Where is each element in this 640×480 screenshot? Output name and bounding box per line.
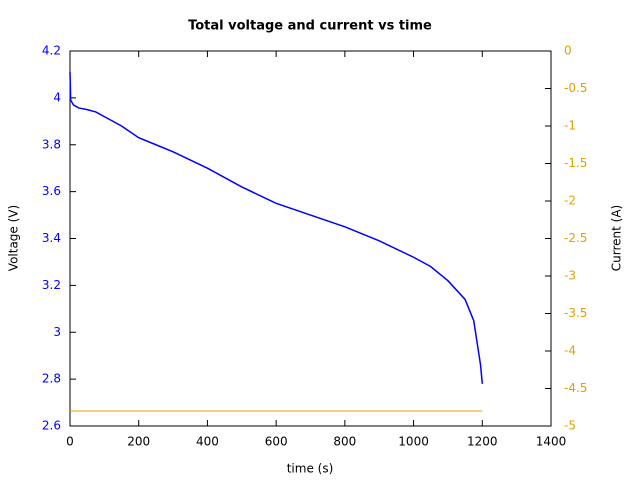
y2-tick-label: -3.5	[564, 306, 587, 320]
y2-tick-label: -4.5	[564, 381, 587, 395]
y2-axis-label: Current (A)	[610, 205, 624, 271]
x-axis-label: time (s)	[287, 462, 334, 476]
x-tick-label: 800	[333, 435, 356, 449]
chart-title: Total voltage and current vs time	[188, 19, 432, 34]
x-tick-label: 1200	[467, 435, 498, 449]
plot-frame	[69, 50, 552, 427]
y-tick-label: 3.8	[42, 137, 61, 151]
x-tick-label: 200	[127, 435, 150, 449]
y2-tick-label: 0	[564, 44, 572, 58]
y2-tick-label: -2.5	[564, 231, 587, 245]
y-tick-label: 3	[53, 325, 61, 339]
x-tick-label: 0	[66, 435, 74, 449]
y2-tick-label: -2	[564, 194, 576, 208]
y2-tick-label: -0.5	[564, 81, 587, 95]
y-tick-label: 3.4	[42, 231, 61, 245]
y2-tick-label: -5	[564, 419, 576, 433]
y-tick-label: 2.8	[42, 372, 61, 386]
y-tick-label: 3.2	[42, 278, 61, 292]
y-tick-label: 4.2	[42, 44, 61, 58]
y2-tick-label: -1.5	[564, 156, 587, 170]
y-tick-label: 3.6	[42, 184, 61, 198]
y2-tick-label: -1	[564, 119, 576, 133]
x-tick-label: 600	[265, 435, 288, 449]
x-tick-label: 400	[196, 435, 219, 449]
y-axis-label: Voltage (V)	[7, 205, 21, 271]
y2-tick-label: -3	[564, 269, 576, 283]
x-tick-label: 1000	[398, 435, 429, 449]
y2-tick-label: -4	[564, 344, 576, 358]
series-line	[69, 72, 484, 384]
x-tick-label: 1400	[536, 435, 567, 449]
y-tick-label: 2.6	[42, 419, 61, 433]
y-tick-label: 4	[53, 90, 61, 104]
